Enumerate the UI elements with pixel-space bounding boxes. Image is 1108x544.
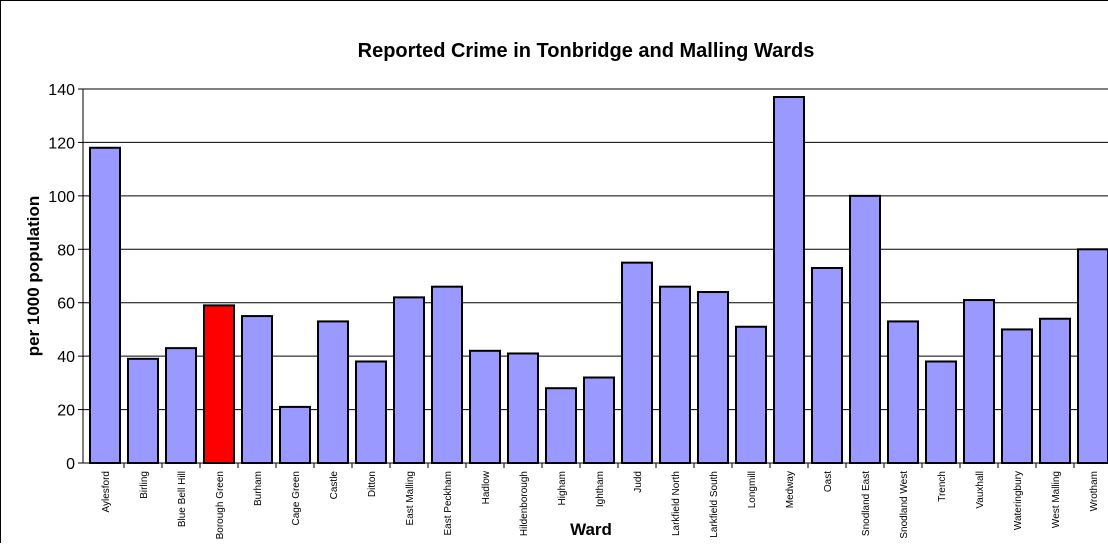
bar-cage-green: [279, 405, 311, 464]
bar-east-malling: [393, 296, 425, 464]
bar-aylesford: [89, 146, 121, 464]
x-tick-label: Ightham: [595, 471, 606, 507]
x-tick-label: Wrotham: [1089, 471, 1100, 511]
x-tick-label: Borough Green: [215, 471, 226, 539]
x-tick-label: Burham: [253, 471, 264, 506]
bar-hildenborough: [507, 352, 539, 465]
bar-higham: [545, 387, 577, 465]
x-tick-label: Ditton: [367, 471, 378, 497]
y-tick-label: 0: [66, 456, 75, 473]
x-tick-label: Judd: [633, 471, 644, 493]
x-tick-label: Cage Green: [291, 471, 302, 525]
bar-larkfield-north: [659, 285, 691, 464]
bar-longmill: [735, 325, 767, 464]
bar-oast: [811, 266, 843, 464]
bar-castle: [317, 320, 349, 464]
x-tick-label: Trench: [937, 471, 948, 502]
y-axis-ticks: 0 20 40 60 80 100 120 140: [48, 82, 83, 473]
y-tick-label: 40: [57, 349, 75, 366]
bar-ditton: [355, 360, 387, 464]
bar-wrotham: [1077, 248, 1108, 464]
x-tick-label: Hildenborough: [519, 471, 530, 536]
bar-snodland-west: [887, 320, 919, 464]
x-axis-ticks: Aylesford Birling Blue Bell Hill Borough Gr…: [101, 463, 1100, 539]
bar-snodland-east: [849, 194, 881, 464]
y-tick-label: 140: [48, 82, 75, 99]
y-axis-label: per 1000 population: [24, 196, 43, 357]
bar-medway: [773, 96, 805, 464]
bar-vauxhall: [963, 299, 995, 464]
bar-east-peckham: [431, 285, 463, 464]
bar-ightham: [583, 376, 615, 464]
x-tick-label: Snodland East: [861, 471, 872, 536]
x-tick-label: Larkfield North: [671, 471, 682, 536]
x-tick-label: Hadlow: [481, 470, 492, 504]
x-axis-label: Ward: [570, 520, 612, 539]
axes: [82, 89, 1108, 464]
y-tick-label: 60: [57, 296, 75, 313]
x-tick-label: Blue Bell Hill: [177, 471, 188, 527]
chart-title: Reported Crime in Tonbridge and Malling …: [358, 40, 815, 62]
x-tick-label: Castle: [329, 471, 340, 500]
bar-blue-bell-hill: [165, 347, 197, 464]
y-tick-label: 20: [57, 403, 75, 420]
bar-west-malling: [1039, 317, 1071, 464]
bar-larkfield-south: [697, 291, 729, 464]
x-tick-label: Oast: [823, 471, 834, 492]
x-tick-label: Larkfield South: [709, 471, 720, 538]
bar-hadlow: [469, 349, 501, 464]
x-tick-label: Higham: [557, 471, 568, 505]
bar-wateringbury: [1001, 328, 1033, 464]
x-tick-label: Birling: [139, 471, 150, 499]
y-tick-label: 120: [48, 135, 75, 152]
x-tick-label: Longmill: [747, 471, 758, 508]
bar-birling: [127, 357, 159, 465]
x-tick-label: East Malling: [405, 471, 416, 525]
bar-burham: [241, 315, 273, 465]
x-tick-label: Snodland West: [899, 471, 910, 539]
bar-borough-green: [203, 304, 235, 464]
x-tick-label: Vauxhall: [975, 471, 986, 509]
y-tick-label: 80: [57, 242, 75, 259]
x-tick-label: Wateringbury: [1013, 471, 1024, 530]
y-tick-label: 100: [48, 189, 75, 206]
bar-trench: [925, 360, 957, 464]
bar-judd: [621, 261, 653, 464]
x-tick-label: East Peckham: [443, 471, 454, 535]
x-tick-label: Aylesford: [101, 471, 112, 513]
x-tick-label: West Malling: [1051, 471, 1062, 528]
x-tick-label: Medway: [785, 471, 796, 508]
bars: [89, 96, 1108, 465]
